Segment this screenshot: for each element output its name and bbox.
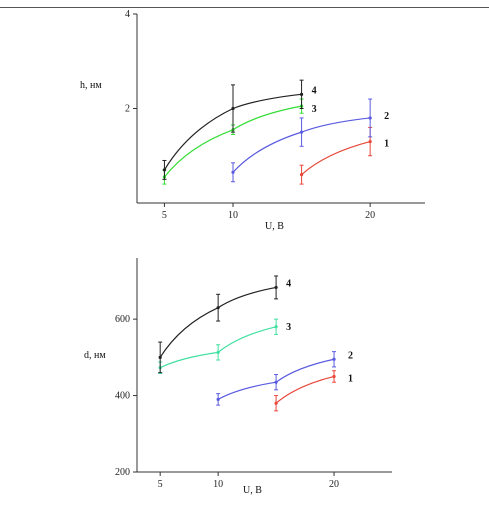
x-tick-label: 5 <box>158 479 163 490</box>
x-tick-label: 10 <box>228 210 238 221</box>
series-1-label: 1 <box>384 139 389 150</box>
series-3-point <box>216 350 220 354</box>
series-1-point <box>332 374 336 379</box>
x-axis-title: U, B <box>265 221 284 232</box>
y-axis-title: h, нм <box>80 80 102 91</box>
y-tick-label: 200 <box>115 467 130 478</box>
plot-area <box>135 12 432 217</box>
marks: 1 2 3 4 <box>158 275 353 412</box>
series-1-line <box>275 375 335 404</box>
x-axis-title: U, B <box>243 485 262 496</box>
series-3-point <box>274 325 278 329</box>
series-2-label: 2 <box>384 111 389 122</box>
series-1-line <box>301 140 371 176</box>
plot-area <box>95 255 400 495</box>
series-2-point <box>216 397 220 401</box>
series-3-label: 3 <box>312 104 317 115</box>
series-2-point <box>368 116 372 120</box>
series-2-point <box>332 357 336 361</box>
chart-h-vs-u: h, нм U, B 5 10 20 2 4 1 2 3 4 <box>80 9 432 232</box>
series-4-point <box>299 92 304 96</box>
x-tick-label: 5 <box>162 210 167 221</box>
series-4-point <box>216 306 220 310</box>
series-4-point <box>274 285 278 290</box>
series-1-point <box>274 401 278 405</box>
ticks: 5 10 20 2 4 <box>125 9 375 221</box>
series-4-label: 4 <box>286 278 291 289</box>
y-tick-label: 2 <box>125 104 130 115</box>
x-tick-label: 10 <box>213 479 223 490</box>
series-2-label: 2 <box>348 350 353 361</box>
series-4-point <box>162 168 167 172</box>
series-1-point <box>368 139 372 144</box>
chart-d-vs-u: d, нм U, B 5 10 20 200 400 600 1 2 3 4 <box>84 255 400 496</box>
series-2-point <box>299 130 304 134</box>
y-tick-label: 400 <box>115 391 130 402</box>
series-1-point <box>299 173 304 177</box>
series-4-point <box>231 106 235 111</box>
x-tick-label: 20 <box>329 479 339 490</box>
y-tick-label: 600 <box>115 314 130 325</box>
series-2-point <box>231 170 235 174</box>
marks: 1 2 3 4 <box>162 79 389 185</box>
series-3-label: 3 <box>286 322 291 333</box>
series-4-label: 4 <box>312 85 317 96</box>
ticks: 5 10 20 200 400 600 <box>115 314 339 490</box>
y-tick-label: 4 <box>125 9 130 20</box>
series-4-point <box>158 355 162 359</box>
series-1-label: 1 <box>348 373 353 384</box>
series-2-point <box>274 380 278 384</box>
x-tick-label: 20 <box>365 210 375 221</box>
y-axis-title: d, нм <box>84 350 106 361</box>
top-rule <box>0 7 489 8</box>
